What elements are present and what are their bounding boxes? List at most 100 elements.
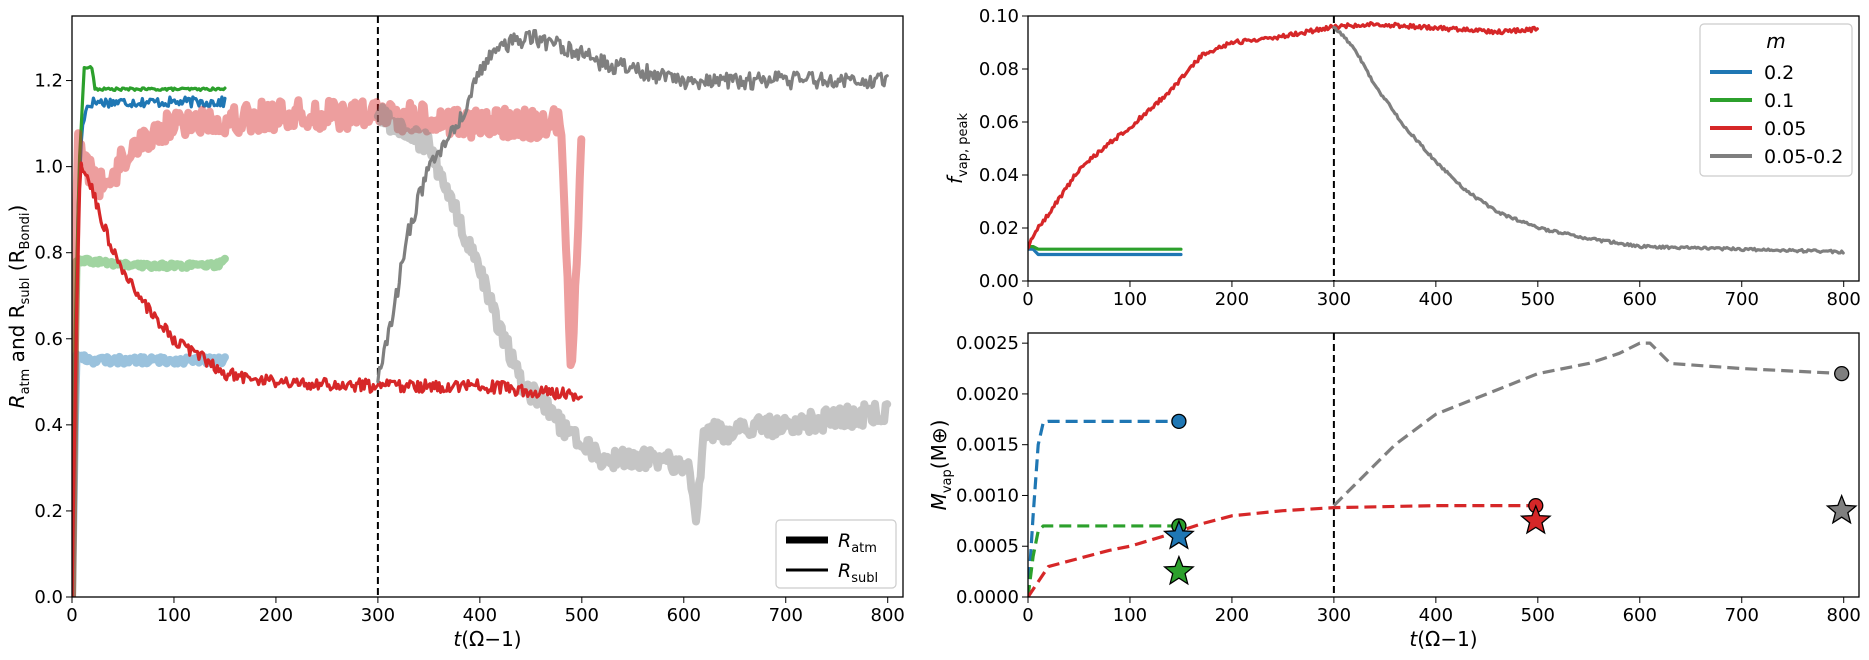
- legend-label: 0.05-0.2: [1764, 146, 1843, 168]
- label-part: R: [838, 530, 851, 552]
- axes-frame: [1027, 332, 1860, 598]
- x-tick-label: 100: [157, 605, 191, 626]
- plot-area: [1028, 333, 1850, 597]
- series-line-0-05: [1028, 504, 1538, 597]
- x-tick-label: 700: [1725, 289, 1759, 310]
- label-part: (R: [5, 249, 29, 277]
- label-part: t: [1409, 627, 1418, 651]
- label-part: vap, peak: [956, 113, 971, 177]
- y-tick-label: 0.8: [34, 243, 63, 264]
- label-part: atm: [18, 369, 33, 395]
- series-line-0-2: [1028, 247, 1183, 257]
- x-tick-label: 600: [667, 605, 701, 626]
- axes-frame: [1027, 15, 1860, 282]
- y-tick-label: 0.0005: [956, 536, 1019, 557]
- x-tick-label: 100: [1113, 605, 1147, 626]
- star-marker: [1162, 554, 1195, 586]
- series-line-0-05: [1028, 21, 1539, 250]
- x-tick-label: 600: [1623, 605, 1657, 626]
- label-part: ): [1470, 627, 1478, 651]
- legend-box: [1699, 23, 1853, 177]
- label-part: R: [5, 394, 29, 408]
- series-line-0-2: [1028, 419, 1181, 597]
- x-tick-label: 200: [259, 605, 293, 626]
- y-tick-label: 1.0: [34, 157, 63, 178]
- label-part: R: [838, 560, 851, 582]
- legend-label: 0.1: [1764, 90, 1794, 112]
- label-part: t: [453, 627, 462, 651]
- star-marker: [1825, 493, 1858, 525]
- series-line-m-0-05-r-subl: [72, 161, 583, 597]
- y-tick-label: 0.02: [979, 218, 1019, 239]
- y-tick-label: 0.0020: [956, 384, 1019, 405]
- y-tick-label: 0.10: [979, 6, 1019, 27]
- label-part: and R: [5, 304, 29, 368]
- panel-bottom-right-mvap-chart: 0 100 200 300 400 500 600 700 800 0.0000 0.0005 0.0…: [927, 332, 1861, 651]
- label-part: −1: [484, 627, 513, 651]
- x-tick-label: 800: [871, 605, 905, 626]
- x-tick-label: 600: [1623, 289, 1657, 310]
- label-part: ): [514, 627, 522, 651]
- end-marker-circle: [1171, 413, 1187, 429]
- end-marker-circle: [1834, 365, 1850, 382]
- label-part: subl: [18, 278, 33, 305]
- label-part: (Ω: [1417, 627, 1440, 651]
- panel-left-radius-chart: 0 100 200 300 400 500 600 700 800 0.0 0.2 0.4 0.6 0.8…: [5, 15, 905, 651]
- series-line-m-0-1-r-atm: [72, 254, 229, 597]
- series-line-m-0-05-0-2-r-subl: [376, 28, 889, 384]
- x-tick-label: 100: [1113, 289, 1147, 310]
- series-line-m-0-2-r-subl: [72, 95, 227, 597]
- label-part: ): [5, 205, 29, 213]
- y-tick-label: 0.04: [979, 165, 1019, 186]
- x-tick-label: 200: [1215, 605, 1249, 626]
- legend: m 0.2 0.1 0.05 0.05-0.2: [1699, 23, 1853, 177]
- y-tick-label: 0.6: [34, 329, 63, 350]
- legend-label: 0.05: [1764, 118, 1806, 140]
- series-line-m-0-2-r-atm: [72, 350, 229, 597]
- y-tick-label: 0.0010: [956, 485, 1019, 506]
- label-part: M: [927, 493, 951, 510]
- legend-title: m: [1766, 29, 1785, 53]
- y-axis-label: Mvap(M⊕): [927, 420, 955, 511]
- legend-label-subl: Rsubl: [838, 560, 878, 586]
- series-line-0-1: [1028, 524, 1181, 597]
- y-tick-label: 0.2: [34, 501, 63, 522]
- y-axis-label: Ratm and Rsubl (RBondi): [5, 205, 33, 409]
- x-tick-label: 400: [1419, 605, 1453, 626]
- y-tick-label: 0.06: [979, 112, 1019, 133]
- x-tick-label: 500: [565, 605, 599, 626]
- legend-label-atm: Ratm: [838, 530, 877, 556]
- label-part: subl: [851, 571, 878, 586]
- series-line-m-0-05-0-2-r-atm: [373, 103, 892, 526]
- star-marker: [1519, 504, 1552, 535]
- label-part: vap: [940, 469, 955, 493]
- y-tick-label: 1.2: [34, 71, 63, 92]
- y-tick-label: 0.0015: [956, 435, 1019, 456]
- plot-area: [1028, 16, 1845, 281]
- series-line-m-0-1-r-subl: [72, 65, 227, 597]
- x-tick-label: 500: [1521, 605, 1555, 626]
- y-tick-label: 0.00: [979, 271, 1019, 292]
- x-tick-label: 0: [66, 605, 77, 626]
- x-tick-label: 300: [1317, 605, 1351, 626]
- x-axis-label: t(Ω−1): [453, 627, 521, 651]
- label-part: f: [943, 174, 967, 184]
- x-tick-label: 700: [769, 605, 803, 626]
- x-tick-label: 0: [1022, 605, 1033, 626]
- label-part: atm: [851, 541, 877, 556]
- plot-area: [72, 16, 892, 597]
- series-line-0-1: [1028, 244, 1183, 251]
- x-tick-label: 800: [1827, 605, 1861, 626]
- x-tick-label: 300: [1317, 289, 1351, 310]
- label-part: (Ω: [461, 627, 484, 651]
- axes-frame: [71, 15, 904, 598]
- x-tick-label: 500: [1521, 289, 1555, 310]
- star-marker: [1162, 519, 1195, 550]
- y-tick-label: 0.0000: [956, 587, 1019, 608]
- x-tick-label: 300: [361, 605, 395, 626]
- x-tick-label: 700: [1725, 605, 1759, 626]
- series-line-0-05-0-2: [1332, 341, 1844, 507]
- x-tick-label: 0: [1022, 289, 1033, 310]
- y-axis-label: fvap, peak: [943, 113, 971, 184]
